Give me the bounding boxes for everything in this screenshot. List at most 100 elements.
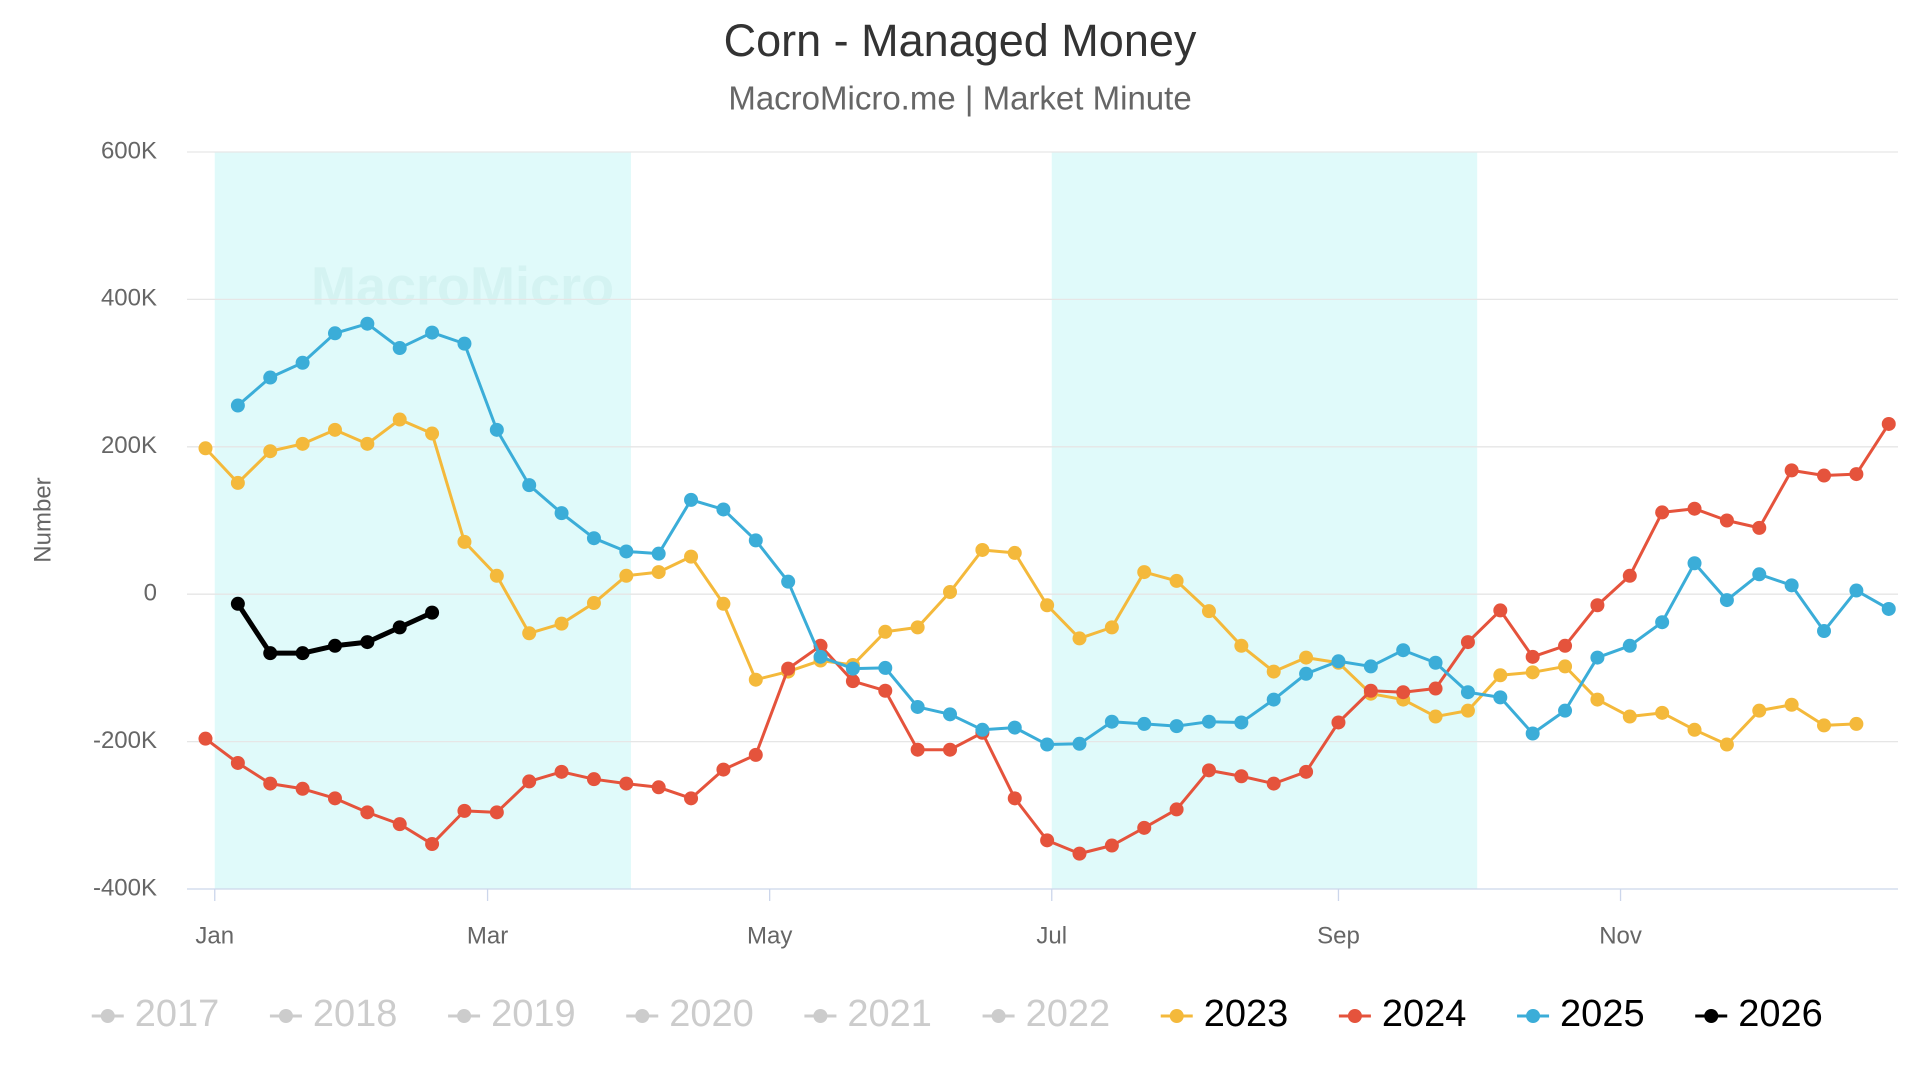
data-point (1493, 668, 1508, 683)
x-tick-label: Jul (1036, 922, 1067, 949)
data-point (586, 531, 601, 546)
data-point (1622, 709, 1637, 724)
data-point (1493, 603, 1508, 618)
data-point (1881, 601, 1896, 616)
data-point (1331, 654, 1346, 669)
legend-label: 2023 (1204, 993, 1289, 1035)
data-point (1817, 624, 1832, 639)
data-point (1428, 709, 1443, 724)
x-tick-label: Mar (467, 922, 508, 949)
legend-swatch (635, 1009, 650, 1023)
data-point (716, 596, 731, 611)
legend-label: 2022 (1026, 993, 1111, 1035)
data-point (1104, 714, 1119, 729)
data-point (1687, 722, 1702, 737)
data-point (878, 624, 893, 639)
data-point (392, 341, 407, 356)
data-point (1266, 692, 1281, 707)
shaded-band (1051, 152, 1478, 889)
data-point (748, 533, 763, 548)
y-axis-label: Number (29, 477, 56, 562)
series-line (236, 322, 1890, 747)
data-point (263, 444, 278, 459)
legend-swatch (457, 1009, 472, 1023)
data-point (489, 568, 504, 583)
data-point (295, 781, 310, 796)
data-point (1817, 718, 1832, 733)
bands (214, 152, 1478, 889)
data-point (230, 596, 245, 611)
data-point (360, 316, 375, 331)
data-point (943, 707, 958, 722)
data-point (1460, 685, 1475, 700)
data-point (1137, 716, 1152, 731)
data-point (910, 699, 925, 714)
data-point (619, 776, 634, 791)
data-point (425, 605, 440, 620)
data-point (489, 422, 504, 437)
data-point (619, 544, 634, 559)
chart-subtitle: MacroMicro.me | Market Minute (728, 80, 1191, 117)
data-point (684, 549, 699, 564)
data-point (295, 646, 310, 661)
data-point (1040, 598, 1055, 613)
data-point (392, 412, 407, 427)
data-point (1752, 567, 1767, 582)
data-point (230, 398, 245, 413)
data-point (781, 661, 796, 676)
legend-swatch (1526, 1009, 1541, 1023)
data-point (1784, 578, 1799, 593)
data-point (651, 565, 666, 580)
data-point (878, 683, 893, 698)
data-point (1396, 643, 1411, 658)
legend-swatch (1347, 1009, 1362, 1023)
data-point (1525, 665, 1540, 680)
data-point (943, 742, 958, 757)
data-point (1137, 565, 1152, 580)
data-point (1849, 467, 1864, 482)
legend-label: 2017 (135, 993, 220, 1035)
y-tick-label: -200K (93, 727, 157, 754)
data-point (392, 817, 407, 832)
data-point (1784, 463, 1799, 478)
data-point (1719, 593, 1734, 608)
data-point (1072, 631, 1087, 646)
data-point (1719, 513, 1734, 528)
data-point (1655, 705, 1670, 720)
y-tick-label: 200K (101, 432, 157, 459)
legend-swatch (1169, 1009, 1184, 1023)
data-point (425, 426, 440, 441)
data-point (1234, 769, 1249, 784)
x-tick-label: Sep (1317, 922, 1360, 949)
data-point (1201, 604, 1216, 619)
data-point (230, 755, 245, 770)
data-point (1299, 764, 1314, 779)
data-point (1687, 501, 1702, 516)
data-point (263, 646, 278, 661)
data-point (295, 355, 310, 370)
data-point (845, 661, 860, 676)
data-point (1525, 649, 1540, 664)
data-point (522, 626, 537, 641)
data-point (684, 791, 699, 806)
data-point (1849, 716, 1864, 731)
data-point (522, 774, 537, 789)
legend-label: 2021 (847, 993, 932, 1035)
data-point (1817, 468, 1832, 483)
data-point (1622, 568, 1637, 583)
data-point (1104, 838, 1119, 853)
data-point (554, 616, 569, 631)
data-point (1169, 802, 1184, 817)
data-point (684, 492, 699, 507)
data-point (1655, 615, 1670, 630)
legend-swatch (813, 1009, 828, 1023)
data-point (1072, 736, 1087, 751)
data-point (1363, 659, 1378, 674)
data-point (327, 638, 342, 653)
legend-swatch (1704, 1009, 1719, 1023)
data-point (327, 326, 342, 341)
x-tick-label: May (747, 922, 792, 949)
data-point (1784, 697, 1799, 712)
